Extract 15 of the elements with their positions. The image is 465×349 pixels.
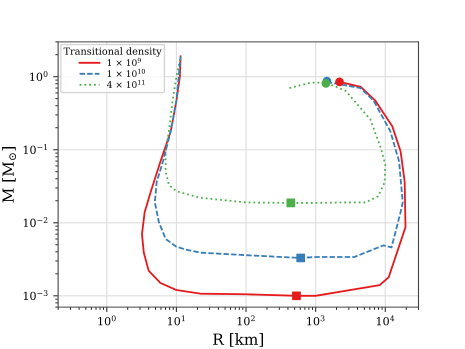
x-tick-label: 10$^{3}$ [307, 315, 324, 326]
y-axis-title: M [M$_{⊙}$] [2, 147, 16, 203]
x-tick-label: 10$^{2}$ [238, 315, 255, 326]
y-tick-label: 10$^{−3}$ [24, 290, 48, 300]
y-tick-label: 10$^{−1}$ [24, 144, 48, 154]
x-tick-label: 10$^{0}$ [98, 315, 116, 326]
y-tick-label: 10$^{0}$ [30, 71, 48, 82]
legend-title: Transitional density [64, 47, 162, 57]
legend-label: 1 × 10$^{9}$ [108, 58, 141, 66]
x-tick-label: 10$^{1}$ [168, 315, 185, 326]
legend-label: 4 × 10$^{11}$ [106, 80, 144, 88]
x-tick-label: 10$^{4}$ [376, 315, 394, 326]
x-axis-title: R [km] [213, 333, 264, 347]
legend-label: 1 × 10$^{10}$ [108, 68, 145, 78]
y-tick-label: 10$^{−2}$ [24, 217, 48, 228]
